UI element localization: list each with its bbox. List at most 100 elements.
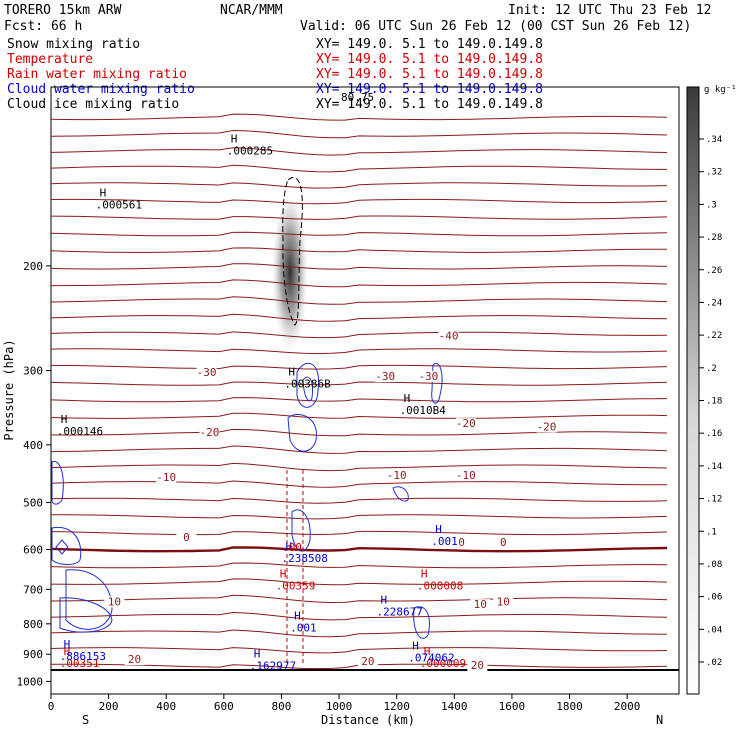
snow-max-h: H bbox=[61, 413, 68, 426]
temperature-label: -10 bbox=[387, 469, 407, 482]
rain-max-value: .000008 bbox=[417, 579, 463, 592]
forecast-hour: Fcst: 66 h bbox=[4, 19, 82, 34]
contour-label-bg bbox=[418, 371, 439, 383]
field-name-snow: Snow mixing ratio bbox=[7, 37, 140, 52]
temperature-contour bbox=[51, 198, 668, 205]
temperature-label: -30 bbox=[197, 366, 217, 379]
cloud-water-contour bbox=[287, 414, 317, 452]
rain-max-value: .000009 bbox=[420, 657, 466, 670]
snow-max-h: H bbox=[100, 186, 107, 199]
rain-max-h: H bbox=[424, 645, 431, 658]
model-title: TORERO 15km ARW bbox=[4, 3, 122, 18]
colorbar-tick-label: .08 bbox=[706, 560, 722, 570]
temperature-contour bbox=[51, 182, 668, 189]
snow-contour bbox=[282, 177, 303, 326]
y-tick-label: 900 bbox=[23, 648, 43, 661]
temperature-contour bbox=[51, 530, 668, 536]
colorbar-tick-label: .28 bbox=[706, 233, 722, 243]
rain-max-h: H bbox=[64, 645, 71, 658]
cloud-water-max-value: .162977 bbox=[250, 660, 296, 673]
temperature-contour bbox=[51, 364, 668, 370]
x-tick-label: 400 bbox=[156, 700, 176, 713]
snow-max-value: .000146 bbox=[57, 425, 103, 438]
temperature-contour bbox=[51, 428, 668, 437]
snow-max-value: .00386B bbox=[284, 377, 331, 390]
temperature-label: 0 bbox=[458, 536, 465, 549]
rain-max-value: .00351 bbox=[60, 657, 100, 670]
temperature-contour bbox=[51, 164, 667, 173]
cloud-water-contour bbox=[431, 362, 443, 404]
partial-rain-label: .00 bbox=[282, 541, 302, 554]
temperature-contour bbox=[51, 348, 668, 355]
colorbar-scale bbox=[686, 86, 700, 695]
colorbar-tick-label: .2 bbox=[706, 364, 717, 374]
temperature-label: 20 bbox=[471, 659, 484, 672]
snow-max-h: H bbox=[404, 392, 411, 405]
colorbar-tick-label: .14 bbox=[706, 462, 722, 472]
temperature-label: -10 bbox=[456, 469, 476, 482]
colorbar-tick-label: .04 bbox=[706, 625, 722, 635]
contour-label-bg bbox=[196, 366, 217, 378]
temperature-contour bbox=[51, 147, 668, 156]
endpoint-left: S bbox=[82, 713, 89, 727]
temperature-contour bbox=[51, 497, 668, 504]
x-tick-label: 1400 bbox=[441, 700, 468, 713]
contour-label-bg bbox=[375, 371, 396, 383]
temperature-label: 0 bbox=[183, 531, 190, 544]
temperature-contour bbox=[51, 331, 668, 339]
temperature-label: 20 bbox=[361, 655, 374, 668]
temperature-contour bbox=[51, 647, 668, 654]
cloud-water-max-value: .001 bbox=[290, 622, 317, 635]
contour-label-bg bbox=[104, 596, 125, 608]
colorbar-tick-label: .34 bbox=[706, 135, 722, 145]
contour-label-bg bbox=[124, 654, 145, 666]
contour-label-bg bbox=[493, 596, 514, 608]
field-xy-rain: XY= 149.0. 5.1 to 149.0.149.8 bbox=[316, 67, 543, 82]
temperature-label: 10 bbox=[108, 595, 121, 608]
temperature-contour bbox=[51, 445, 668, 454]
y-tick-label: 500 bbox=[23, 496, 43, 509]
colorbar-tick-label: .3 bbox=[706, 200, 717, 210]
cloud-water-max-h: H bbox=[254, 648, 261, 661]
contour-label-bg bbox=[156, 471, 177, 483]
y-tick-label: 200 bbox=[23, 260, 43, 273]
temperature-contour bbox=[51, 113, 668, 121]
colorbar-unit: g kg⁻¹ bbox=[704, 85, 737, 95]
cloud-water-max-h: H bbox=[64, 638, 71, 651]
colorbar-tick-label: .12 bbox=[706, 495, 722, 505]
colorbar-tick-label: .18 bbox=[706, 397, 722, 407]
temperature-contour bbox=[51, 629, 668, 638]
contour-label-bg bbox=[467, 660, 488, 672]
x-tick-label: 1200 bbox=[383, 700, 410, 713]
x-tick-label: 0 bbox=[48, 700, 55, 713]
colorbar-tick-label: .1 bbox=[706, 527, 717, 537]
temperature-contour bbox=[51, 296, 668, 305]
x-axis-label: Distance (km) bbox=[321, 713, 415, 727]
colorbar-tick-label: .16 bbox=[706, 429, 722, 439]
y-tick-label: 600 bbox=[23, 544, 43, 557]
center-title: NCAR/MMM bbox=[220, 3, 283, 18]
temperature-label: -30 bbox=[418, 370, 438, 383]
x-tick-label: 800 bbox=[272, 700, 292, 713]
rain-contours bbox=[286, 470, 304, 665]
cloud-water-max-h: H bbox=[435, 523, 442, 536]
y-axis-label: Pressure (hPa) bbox=[2, 339, 16, 440]
cloud-water-contour bbox=[55, 539, 69, 555]
contour-label-bg bbox=[199, 427, 220, 439]
temperature-contour bbox=[51, 562, 668, 569]
cloud-water-contour bbox=[392, 486, 409, 502]
colorbar-ticks: .02 .04 .06 .08 .1 .12 .14 .16 .18 .2 .22 .24 .26 .28… bbox=[699, 135, 722, 668]
contour-label-bg bbox=[470, 599, 491, 611]
x-tick-label: 1800 bbox=[556, 700, 583, 713]
temperature-label: 0 bbox=[500, 536, 507, 549]
temperature-contour bbox=[51, 594, 668, 604]
max-markers: -40 -30 -30 -30 -20 -20 -20 -10 -10 -10 0 0 0 10 10 10 2… bbox=[57, 133, 557, 673]
temperature-label: -30 bbox=[375, 370, 395, 383]
colorbar-tick-label: .26 bbox=[706, 266, 722, 276]
temperature-label: -20 bbox=[456, 417, 476, 430]
cloud-water-contour bbox=[296, 362, 320, 408]
temperature-label: -20 bbox=[537, 421, 557, 434]
temperature-contour bbox=[51, 263, 668, 270]
y-axis: 200 300 400 500 600 700 800 900 1000 bbox=[17, 260, 51, 688]
